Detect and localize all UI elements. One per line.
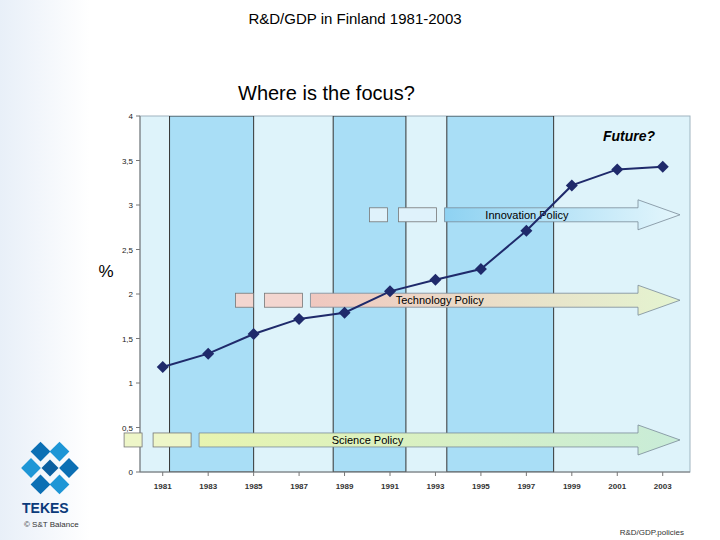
point: [657, 161, 669, 173]
policy-box: [399, 208, 437, 222]
policy-box: [235, 293, 253, 307]
x-tick: [390, 472, 391, 476]
title: R&D/GDP in Finland 1981-2003: [248, 10, 461, 27]
x-tick-label: 1983: [199, 482, 217, 491]
subtitle: Where is the focus?: [238, 82, 415, 104]
y-tick-label: 2: [129, 290, 134, 299]
x-tick: [253, 472, 254, 476]
x-tick-label: 1989: [336, 482, 354, 491]
y-tick-label: 4: [129, 112, 134, 121]
point: [339, 307, 351, 319]
y-tick-label: 1,5: [122, 335, 134, 344]
x-tick: [662, 472, 663, 476]
point: [293, 313, 305, 325]
policy-label: Innovation Policy: [485, 209, 569, 221]
point: [475, 263, 487, 275]
chart: R&D/GDP in Finland 1981-2003 Where is the…: [0, 0, 720, 540]
x-tick: [526, 472, 527, 476]
x-tick: [435, 472, 436, 476]
x-tick-label: 1993: [427, 482, 445, 491]
x-tick: [344, 472, 345, 476]
x-tick-label: 2001: [608, 482, 626, 491]
logo-piece: [42, 460, 59, 477]
policy-box: [153, 433, 191, 447]
logo-piece: [50, 442, 70, 462]
y-tick: [136, 294, 140, 295]
logo-mark: [21, 442, 79, 495]
x-tick-label: 1995: [472, 482, 490, 491]
logo-piece: [50, 475, 70, 495]
x-tick-label: 1997: [517, 482, 535, 491]
policies: [124, 200, 680, 455]
x-tick: [571, 472, 572, 476]
logo-piece: [21, 458, 41, 478]
policy-arrow: [310, 285, 680, 315]
source: © S&T Balance: [24, 520, 79, 529]
y-tick: [136, 472, 140, 473]
point: [157, 361, 169, 373]
logo-piece: [31, 442, 51, 462]
y-tick: [136, 338, 140, 339]
x-tick-label: 2003: [654, 482, 672, 491]
point: [611, 163, 623, 175]
point: [566, 179, 578, 191]
x-tick: [162, 472, 163, 476]
series: [157, 161, 669, 373]
point: [248, 328, 260, 340]
y-label: %: [98, 262, 113, 281]
point: [202, 348, 214, 360]
y-tick: [136, 383, 140, 384]
y-tick-label: 3,5: [122, 157, 134, 166]
policy-box: [264, 293, 302, 307]
policy-box: [124, 433, 142, 447]
y-tick: [136, 205, 140, 206]
x-axis: [140, 472, 690, 473]
y-tick: [136, 160, 140, 161]
logo-piece: [31, 475, 51, 495]
x-tick: [617, 472, 618, 476]
x-tick-label: 1985: [245, 482, 263, 491]
point: [520, 225, 532, 237]
y-tick-label: 0: [129, 468, 134, 477]
y-tick: [136, 427, 140, 428]
y-tick: [136, 116, 140, 117]
x-tick: [208, 472, 209, 476]
policy-label: Science Policy: [332, 434, 404, 446]
band: [170, 116, 254, 472]
x-tick: [480, 472, 481, 476]
logo-piece: [59, 458, 79, 478]
point: [429, 274, 441, 286]
footer: R&D/GDP.policies: [620, 528, 684, 537]
point: [384, 285, 396, 297]
line: [163, 167, 663, 367]
y-tick-label: 0,5: [122, 424, 134, 433]
x-tick-label: 1991: [381, 482, 399, 491]
plot-area: [140, 116, 690, 472]
y-tick-label: 2,5: [122, 246, 134, 255]
policy-box: [370, 208, 388, 222]
annotation: Future?: [603, 128, 656, 144]
y-tick-label: 1: [129, 379, 134, 388]
policy-arrow: [445, 200, 680, 230]
y-tick: [136, 249, 140, 250]
policy-arrow: [199, 425, 680, 455]
policy-label: Technology Policy: [396, 294, 485, 306]
x-tick-label: 1981: [154, 482, 172, 491]
x-tick: [299, 472, 300, 476]
logo-text: TEKES: [22, 500, 69, 516]
y-tick-label: 3: [129, 201, 134, 210]
x-tick-label: 1999: [563, 482, 581, 491]
x-tick-label: 1987: [290, 482, 308, 491]
